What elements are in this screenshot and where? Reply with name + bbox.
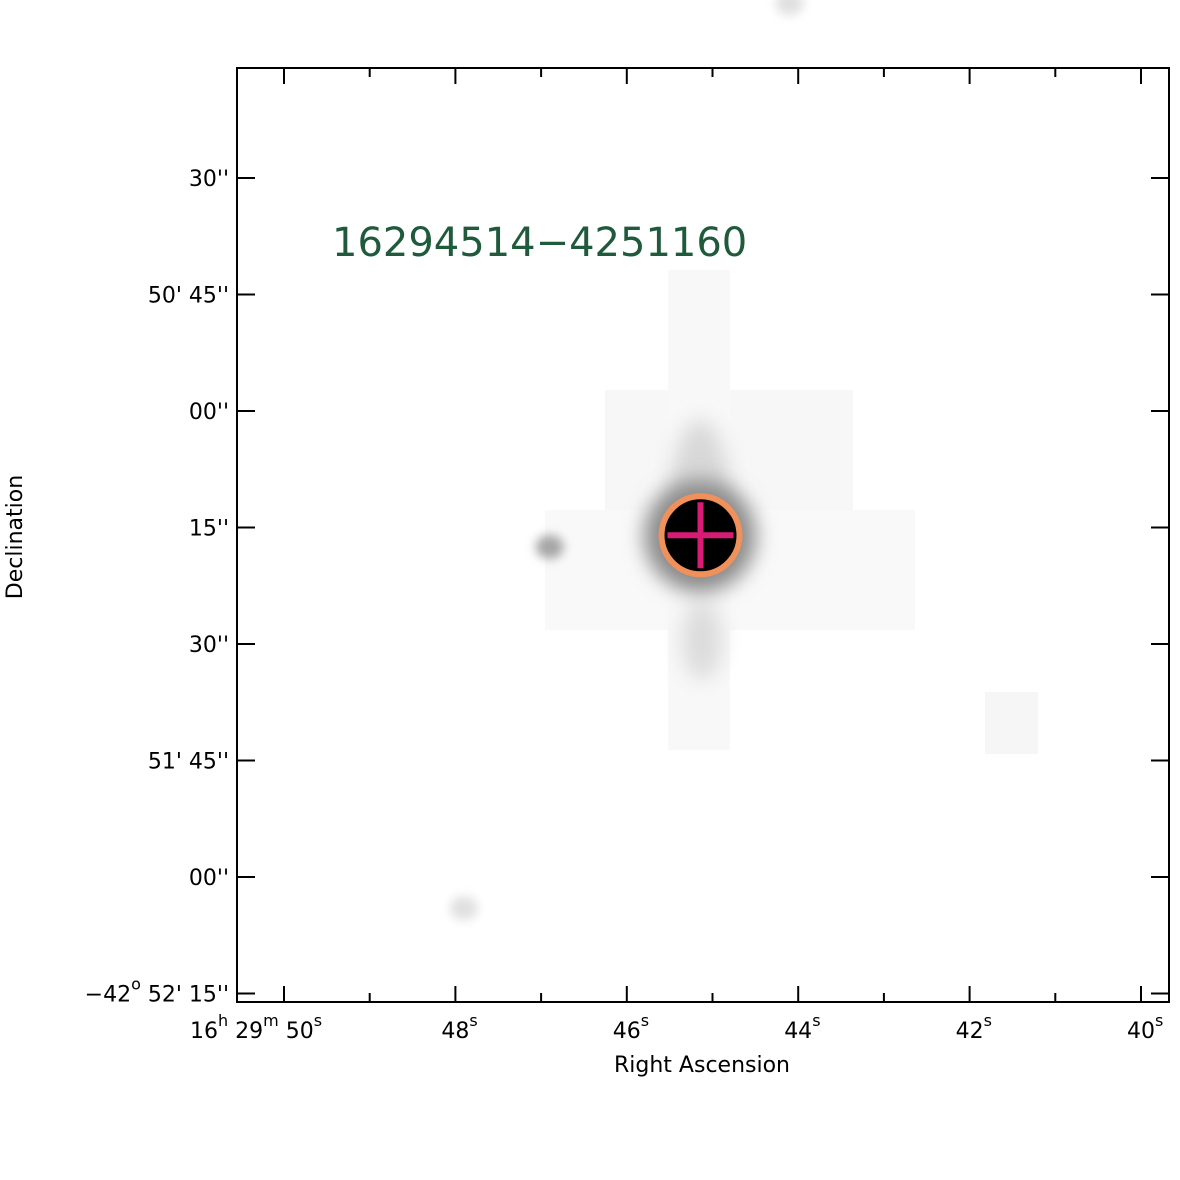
diffraction-glow [682, 600, 722, 680]
target-marker [658, 493, 743, 578]
y-tick-label: 30'' [189, 167, 229, 192]
x-tick-label: 42s [956, 1011, 992, 1044]
y-tick-label: −42o 52' 15'' [85, 975, 229, 1008]
x-tick-label: 40s [1127, 1011, 1163, 1044]
background-block [985, 692, 1038, 754]
source-name-label: 16294514−4251160 [332, 220, 747, 266]
sky-image [237, 68, 1169, 1002]
y-axis-title: Declination [3, 475, 28, 599]
faint-source [535, 534, 564, 559]
x-tick-label: 46s [613, 1011, 649, 1044]
faint-source [449, 896, 478, 921]
faint-source [775, 0, 804, 16]
x-tick-labels: 16h 29m 50s 48s 46s 44s 42s 40s [190, 1011, 1163, 1044]
y-tick-label: 50' 45'' [148, 284, 229, 309]
x-tick-label: 48s [441, 1011, 477, 1044]
x-axis-title: Right Ascension [614, 1053, 790, 1078]
y-tick-label: 15'' [189, 517, 229, 542]
x-tick-label: 16h 29m 50s [190, 1011, 322, 1044]
y-tick-label: 00'' [189, 866, 229, 891]
y-tick-label: 30'' [189, 633, 229, 658]
target-circle [658, 493, 743, 578]
y-tick-label: 00'' [189, 400, 229, 425]
y-tick-label: 51' 45'' [148, 750, 229, 775]
plot-frame [236, 67, 1170, 1003]
axis-ticks [237, 68, 1169, 1002]
secondary-sources [449, 0, 804, 921]
x-tick-label: 44s [784, 1011, 820, 1044]
y-tick-labels: 30'' 50' 45'' 00'' 15'' 30'' 51' 45'' 00'' −42o… [85, 167, 229, 1008]
